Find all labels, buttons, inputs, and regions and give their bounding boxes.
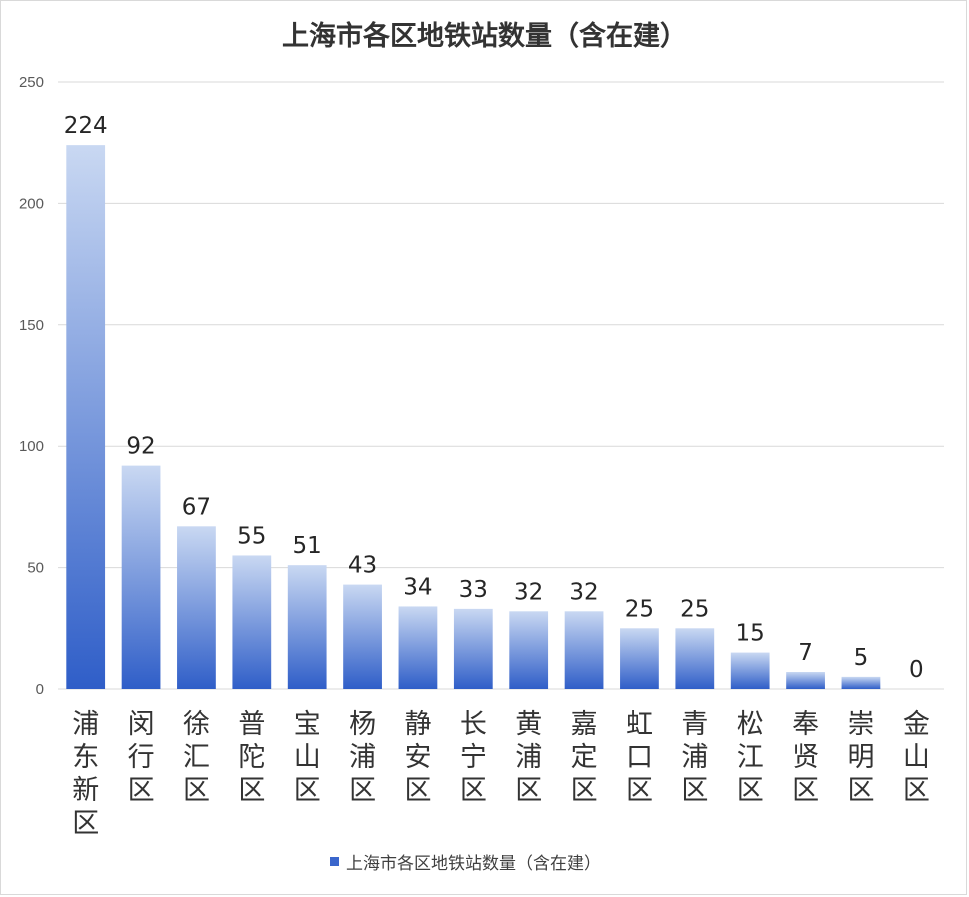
legend: 上海市各区地铁站数量（含在建） [330,854,601,874]
x-tick-label: 普陀区 [238,709,265,806]
x-tick-label: 崇明区 [847,709,874,806]
y-tick-label: 0 [36,681,44,698]
y-tick-label: 200 [19,195,44,212]
bar [232,555,272,689]
data-label: 51 [293,533,322,559]
x-tick-label: 静安区 [404,709,431,806]
data-label: 92 [126,434,155,460]
x-tick-label: 嘉定区 [571,709,598,806]
data-labels: 224 92 67 55 51 43 34 33 32 32 25 25 15 7 5 0 [64,113,924,683]
bar [841,676,881,689]
legend-swatch [330,857,339,866]
bar [786,672,825,689]
data-label: 32 [514,579,543,605]
bar [287,565,327,689]
y-tick-label: 250 [19,74,44,91]
data-label: 5 [854,645,869,671]
y-tick-label: 100 [19,438,44,455]
x-tick-label: 宝山区 [294,709,321,806]
x-tick-label: 浦东新区 [72,709,99,839]
bar [675,628,715,689]
legend-label: 上海市各区地铁站数量（含在建） [346,854,601,874]
data-label: 33 [459,577,488,603]
y-tick-label: 50 [27,560,44,577]
x-tick-label: 金山区 [903,709,930,806]
data-label: 34 [403,574,432,600]
x-tick-label: 徐汇区 [183,709,210,806]
data-label: 55 [237,523,266,549]
bar [343,584,382,689]
bar [730,652,770,689]
x-tick-label: 奉贤区 [792,709,819,806]
data-label: 43 [348,553,377,579]
data-label: 32 [569,579,598,605]
bar [620,628,659,689]
x-axis-labels: 浦东新区 闵行区 徐汇区 普陀区 宝山区 杨浦区 静安区 长宁区 黄浦区 嘉定区 虹口区 青浦区 松江区… [72,709,930,839]
x-tick-label: 松江区 [737,709,764,806]
bar [564,611,604,689]
bar [398,606,438,689]
x-tick-label: 杨浦区 [349,709,376,806]
y-tick-label: 150 [19,317,44,334]
chart-title: 上海市各区地铁站数量（含在建） [282,21,687,52]
data-label: 25 [680,596,709,622]
data-label: 224 [64,113,108,139]
data-label: 0 [909,657,924,683]
x-tick-label: 黄浦区 [515,709,542,806]
x-tick-label: 长宁区 [460,709,487,806]
x-tick-label: 闵行区 [128,709,155,806]
bars [66,145,881,690]
data-label: 67 [182,494,211,520]
x-tick-label: 青浦区 [681,709,708,806]
y-axis: 0 50 100 150 200 250 [19,74,44,698]
data-label: 25 [625,596,654,622]
bar [121,465,161,689]
bar [177,526,216,689]
bar [66,145,106,690]
bar [453,608,493,689]
data-label: 7 [798,640,813,666]
bar [509,611,549,689]
data-label: 15 [736,621,765,647]
x-tick-label: 虹口区 [626,709,653,806]
